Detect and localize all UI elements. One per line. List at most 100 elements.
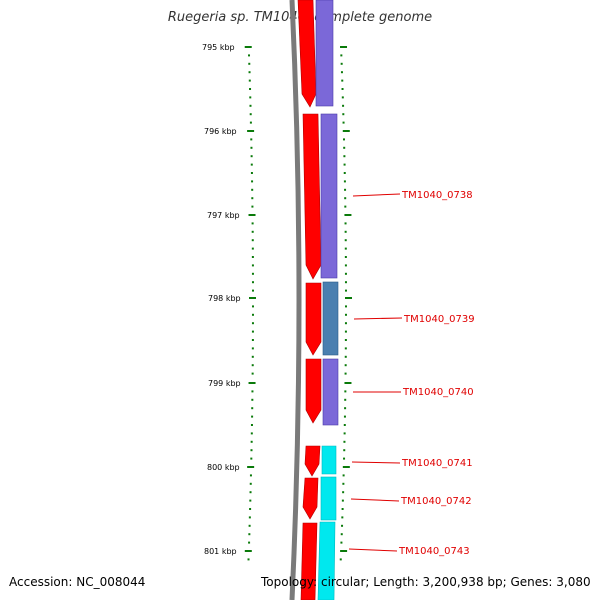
minor-tick [341,88,344,90]
cds-feature-tm1040-0738[interactable] [320,113,338,279]
minor-tick [340,54,343,57]
minor-tick [250,146,253,149]
minor-tick [248,516,251,519]
major-tick [248,382,256,384]
kbp-label-801: 801 kbp [204,547,237,556]
gene-label-tm1040-0738[interactable]: TM1040_0738 [401,190,473,201]
forward-feature[interactable] [302,477,319,520]
minor-tick [344,313,347,316]
minor-tick [342,491,345,494]
minor-tick [343,432,346,435]
forward-strand-track [297,0,322,600]
kbp-label-795: 795 kbp [202,43,235,52]
minor-tick [248,79,251,82]
minor-tick [343,163,346,166]
major-tick [344,297,352,299]
minor-tick [251,222,254,225]
topology-text: Topology: circular; Length: 3,200,938 bp… [261,575,591,589]
minor-tick [251,289,254,292]
minor-tick [249,508,252,510]
minor-tick [251,264,254,267]
minor-tick [249,121,252,124]
forward-feature[interactable] [297,0,317,108]
minor-tick [344,398,347,401]
minor-tick [251,188,254,191]
minor-tick [249,96,252,99]
minor-tick [342,482,345,485]
minor-tick [250,424,253,426]
genome-backbone [289,0,302,600]
minor-tick [251,247,254,250]
accession-text: Accession: NC_008044 [9,575,146,589]
major-tick [248,214,256,216]
forward-feature[interactable] [300,522,318,600]
kbp-label-800: 800 kbp [207,463,240,472]
minor-tick [251,197,254,200]
minor-tick [251,272,254,275]
minor-tick [251,347,254,350]
minor-tick [344,289,347,292]
gene-label-tm1040-0740[interactable]: TM1040_0740 [402,387,474,398]
cds-feature-tm1040-0739[interactable] [322,281,339,356]
minor-tick [249,474,252,477]
minor-tick [340,62,343,65]
minor-tick [251,281,254,284]
minor-tick [344,305,347,308]
minor-tick [251,205,254,208]
minor-tick [251,372,254,375]
cds-feature-tm1040-0742[interactable] [320,476,337,521]
minor-tick [249,499,252,502]
minor-tick [341,524,344,527]
minor-tick [251,239,254,242]
minor-tick [344,364,347,367]
major-tick [340,46,348,48]
kbp-label-796: 796 kbp [204,127,237,136]
minor-tick [344,239,347,242]
minor-tick [251,339,254,341]
minor-tick [341,499,344,502]
minor-tick [249,104,252,107]
kbp-label-798: 798 kbp [208,294,241,303]
minor-tick [251,407,254,410]
minor-tick [344,197,347,200]
minor-tick [248,54,251,57]
gene-label-tm1040-0742[interactable]: TM1040_0742 [400,496,472,507]
forward-feature[interactable] [304,445,321,477]
minor-tick [341,79,344,82]
minor-tick [250,172,253,174]
minor-tick [343,449,346,452]
minor-tick [344,372,347,375]
minor-tick [344,281,347,284]
minor-tick [251,305,254,308]
minor-tick [344,272,347,275]
forward-feature[interactable] [305,282,322,356]
major-tick [247,466,255,468]
minor-tick [344,347,347,350]
minor-tick [344,355,347,358]
minor-tick [247,558,250,561]
minor-tick [343,415,346,418]
minor-tick [344,339,347,341]
gene-label-tm1040-0739[interactable]: TM1040_0739 [403,314,475,325]
forward-feature[interactable] [305,358,322,424]
minor-tick [250,440,253,443]
major-tick [344,214,352,216]
cds-feature-tm1040-0740[interactable] [322,358,339,426]
minor-tick [344,222,347,225]
forward-feature[interactable] [302,113,322,280]
minor-tick [251,415,254,418]
gene-label-tm1040-0741[interactable]: TM1040_0741 [401,458,473,469]
tick-marks [244,46,352,561]
major-tick [247,130,255,132]
minor-tick [251,313,254,316]
major-tick [340,550,348,552]
minor-tick [341,516,344,519]
cds-feature-tm1040-0743[interactable] [317,521,336,600]
cds-feature-tm1040-0741[interactable] [321,445,337,475]
gene-label-tm1040-0743[interactable]: TM1040_0743 [398,546,470,557]
minor-tick [344,188,347,191]
minor-tick [342,474,345,477]
minor-tick [248,62,251,65]
cds-feature[interactable] [315,0,334,107]
